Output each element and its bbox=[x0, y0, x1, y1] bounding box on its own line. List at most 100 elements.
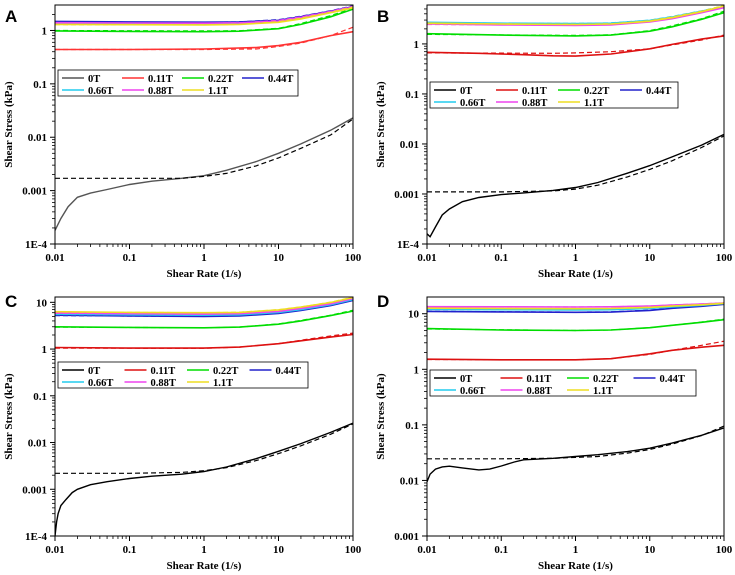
y-tick-label: 0.1 bbox=[405, 89, 419, 101]
fit-line-0t bbox=[55, 423, 353, 474]
x-axis-label: Shear Rate (1/s) bbox=[167, 268, 242, 280]
legend-label: 0.66T bbox=[88, 378, 113, 389]
series-line-0-11t bbox=[427, 35, 724, 57]
fit-line-0-11t bbox=[427, 340, 724, 361]
series-line-0-22t bbox=[55, 8, 353, 33]
series-line-0t bbox=[55, 422, 353, 536]
x-tick-label: 100 bbox=[716, 252, 733, 264]
y-tick-label: 1 bbox=[42, 344, 48, 356]
legend-label: 0.88T bbox=[151, 378, 176, 389]
fit-line-0-88t bbox=[55, 297, 353, 315]
x-tick-label: 100 bbox=[716, 544, 733, 556]
plot-frame bbox=[426, 4, 725, 245]
fit-line-0-22t bbox=[427, 10, 724, 37]
legend-label: 0.44T bbox=[660, 374, 685, 385]
legend: 0T 0.11T 0.22T 0.44T 0.66T 0.88T 1.1T bbox=[57, 69, 299, 97]
x-tick-label: 0.01 bbox=[45, 252, 64, 264]
x-tick-label: 1 bbox=[573, 544, 579, 556]
legend-label: 0.11T bbox=[148, 74, 173, 85]
y-tick-label: 0.1 bbox=[33, 391, 47, 403]
x-tick-label: 0.1 bbox=[494, 544, 508, 556]
series-group bbox=[427, 302, 724, 482]
fit-line-0-11t bbox=[55, 26, 353, 51]
fit-line-0t bbox=[427, 425, 724, 460]
y-tick-label: 0.01 bbox=[28, 438, 47, 450]
x-tick-label: 1 bbox=[573, 252, 579, 264]
y-tick-label: 0.001 bbox=[22, 484, 47, 496]
fit-line-0-44t bbox=[55, 5, 353, 23]
y-tick-label: 1 bbox=[42, 25, 48, 37]
legend-label: 0.11T bbox=[151, 366, 176, 377]
series-line-0-44t bbox=[55, 5, 353, 24]
fit-line-0-11t bbox=[427, 34, 724, 54]
fit-line-1-1t bbox=[427, 5, 724, 25]
plot-frame bbox=[426, 296, 725, 537]
fit-line-0-88t bbox=[55, 5, 353, 24]
legend-label: 1.1T bbox=[584, 98, 604, 109]
x-tick-label: 10 bbox=[644, 544, 656, 556]
y-tick-label: 0.001 bbox=[394, 189, 419, 201]
legend-label: 0.22T bbox=[213, 366, 238, 377]
y-tick-label: 1 bbox=[414, 364, 420, 376]
legend-label: 0.22T bbox=[208, 74, 233, 85]
legend-label: 0.11T bbox=[527, 374, 552, 385]
series-line-0t bbox=[55, 117, 353, 231]
x-tick-label: 0.1 bbox=[123, 544, 137, 556]
legend-box bbox=[429, 369, 697, 397]
legend-label: 0.22T bbox=[593, 374, 618, 385]
legend-label: 0T bbox=[460, 374, 472, 385]
y-tick-label: 1E-4 bbox=[25, 239, 48, 251]
plot-frame bbox=[54, 296, 354, 537]
x-axis-label: Shear Rate (1/s) bbox=[538, 268, 613, 280]
y-axis-label: Shear Stress (kPa) bbox=[3, 81, 15, 168]
fit-line-0-11t bbox=[55, 332, 353, 349]
y-tick-label: 0.01 bbox=[400, 475, 419, 487]
legend-label: 0T bbox=[88, 74, 100, 85]
legend-label: 0.22T bbox=[584, 86, 609, 97]
series-line-0-11t bbox=[427, 344, 724, 361]
legend-label: 0.88T bbox=[522, 98, 547, 109]
y-tick-label: 10 bbox=[36, 297, 48, 309]
fit-line-0-22t bbox=[55, 7, 353, 32]
fit-line-0-22t bbox=[427, 318, 724, 332]
x-tick-label: 1 bbox=[201, 252, 207, 264]
legend-label: 0T bbox=[460, 86, 472, 97]
legend-label: 0.44T bbox=[276, 366, 301, 377]
legend-label: 0.44T bbox=[268, 74, 293, 85]
legend-box bbox=[57, 69, 299, 97]
x-tick-label: 0.01 bbox=[417, 252, 436, 264]
y-tick-label: 1E-4 bbox=[397, 239, 420, 251]
y-axis-label: Shear Stress (kPa) bbox=[3, 373, 15, 460]
y-tick-label: 0.001 bbox=[22, 186, 47, 198]
fit-line-0-22t bbox=[55, 309, 353, 329]
legend-label: 0T bbox=[88, 366, 100, 377]
legend-label: 1.1T bbox=[208, 86, 228, 97]
series-line-1-1t bbox=[55, 297, 353, 314]
legend: 0T 0.11T 0.22T 0.44T 0.66T 0.88T 1.1T bbox=[429, 369, 697, 397]
legend-label: 0.66T bbox=[460, 386, 485, 397]
x-axis-label: Shear Rate (1/s) bbox=[167, 560, 242, 572]
y-axis-label: Shear Stress (kPa) bbox=[375, 81, 387, 168]
legend-label: 0.88T bbox=[527, 386, 552, 397]
legend-label: 0.11T bbox=[522, 86, 547, 97]
x-tick-label: 10 bbox=[644, 252, 656, 264]
fit-line-0t bbox=[55, 118, 353, 179]
x-tick-label: 100 bbox=[345, 544, 362, 556]
panel-a: A 0.01 0.1 1 10 100 1E-4 0.001 0.01 0.1 1 Shear Rat… bbox=[3, 4, 362, 280]
panel-letter: B bbox=[377, 7, 389, 26]
series-line-0t bbox=[427, 133, 724, 238]
y-tick-label: 0.01 bbox=[28, 132, 47, 144]
y-tick-label: 1 bbox=[414, 39, 420, 51]
y-tick-label: 10 bbox=[408, 309, 420, 321]
series-line-0t bbox=[427, 427, 724, 482]
y-axis-label: Shear Stress (kPa) bbox=[375, 373, 387, 460]
legend: 0T 0.11T 0.22T 0.44T 0.66T 0.88T 1.1T bbox=[429, 81, 679, 109]
fit-line-0-66t bbox=[427, 5, 724, 25]
plot-frame bbox=[54, 4, 354, 245]
panel-letter: D bbox=[377, 292, 389, 311]
legend: 0T 0.11T 0.22T 0.44T 0.66T 0.88T 1.1T bbox=[57, 361, 309, 389]
series-line-0-11t bbox=[55, 333, 353, 349]
legend-box bbox=[429, 81, 679, 109]
